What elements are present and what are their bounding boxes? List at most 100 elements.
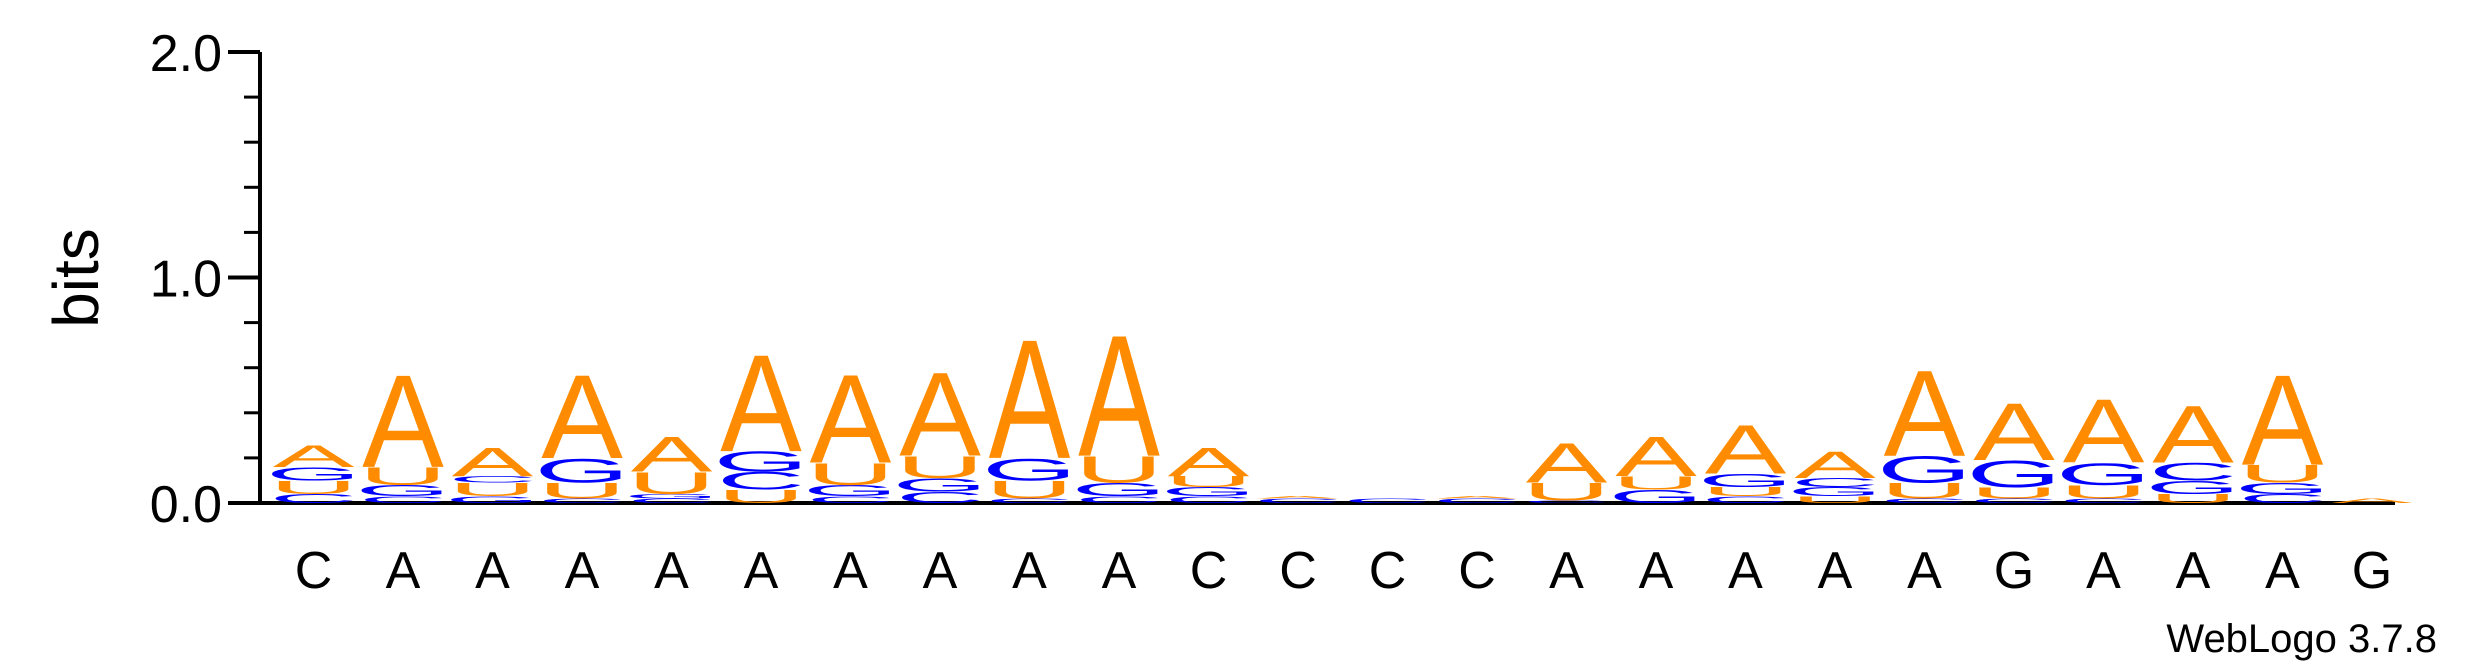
logo-letter-A: A: [1078, 299, 1160, 493]
logo-letter-G: G: [445, 495, 540, 506]
logo-letter-U: U: [2059, 481, 2147, 502]
logo-letter-C: C: [1164, 495, 1252, 506]
logo-letter-C: C: [359, 495, 447, 506]
logo-letter-C: C: [2059, 497, 2147, 504]
logo-letter-U: U: [2238, 460, 2326, 488]
logo-letter-C: C: [896, 489, 984, 507]
logo-letter-A: A: [362, 349, 444, 496]
position-label: A: [1012, 542, 1047, 600]
logo-letter-A: A: [631, 426, 713, 483]
logo-letter-G: G: [2145, 477, 2240, 498]
logo-letter-A: A: [720, 326, 802, 481]
logo-letter-C: C: [2238, 492, 2326, 506]
position-label: A: [386, 542, 421, 600]
logo-letter-G: G: [1071, 479, 1166, 500]
logo-letter-A: A: [1705, 412, 1787, 489]
logo-letter-G: G: [1877, 449, 1972, 491]
logo-letter-A: A: [1257, 496, 1339, 499]
logo-letter-C: C: [1522, 500, 1610, 503]
position-label: C: [1190, 542, 1228, 600]
logo-letter-C: C: [806, 495, 894, 506]
logo-letter-A: A: [810, 350, 892, 490]
position-label: G: [2352, 542, 2392, 600]
logo-letter-U: U: [985, 476, 1073, 504]
logo-letter-C: C: [448, 474, 536, 485]
position-label: C: [1279, 542, 1317, 600]
y-major-ticks: 0.0 1.0 2.0: [150, 25, 260, 534]
position-label: C: [295, 542, 333, 600]
logo-letter-C: C: [627, 497, 715, 504]
logo-letter-C: C: [269, 492, 357, 506]
logo-letter-G: G: [1608, 486, 1703, 507]
logo-letter-A: A: [2152, 389, 2234, 480]
logo-letter-C: C: [1343, 497, 1431, 504]
logo-letter-G: G: [982, 452, 1077, 487]
logo-letter-G: G: [355, 482, 450, 500]
y-axis-label: bits: [40, 228, 112, 328]
position-label: G: [1994, 542, 2034, 600]
position-label: A: [1639, 542, 1674, 600]
position-label: C: [1369, 542, 1407, 600]
position-label: C: [1458, 542, 1496, 600]
logo-stacks: CUGACGUAGUCACUGACGUAUCGACGUACGUACUGACGUA…: [266, 299, 2413, 508]
logo-letter-A: A: [2242, 348, 2324, 493]
logo-letter-G: G: [1698, 470, 1793, 491]
axes: 0.0 1.0 2.0 bits: [40, 25, 2395, 534]
logo-letter-U: U: [1791, 495, 1879, 506]
y-tick-label: 0.0: [150, 476, 222, 534]
logo-letter-U: U: [896, 450, 984, 485]
logo-letter-G: G: [534, 452, 629, 491]
logo-letter-U: U: [1970, 484, 2058, 502]
logo-letter-C: C: [1433, 497, 1521, 504]
logo-letter-U: U: [1612, 472, 1700, 493]
logo-letter-U: U: [1522, 478, 1610, 506]
logo-letter-A: A: [1973, 387, 2055, 478]
position-label: A: [2086, 542, 2121, 600]
logo-letter-G: G: [713, 446, 808, 478]
logo-letter-C: C: [1970, 497, 2058, 504]
position-label: A: [1818, 542, 1853, 600]
position-label: A: [2176, 542, 2211, 600]
logo-letter-A: A: [452, 439, 534, 485]
logo-letter-C: C: [1075, 495, 1163, 506]
position-label: A: [1907, 542, 1942, 600]
logo-letter-A: A: [273, 438, 355, 473]
logo-letter-A: A: [1615, 425, 1697, 488]
logo-stack: CA: [1433, 496, 1521, 505]
logo-letter-A: A: [899, 347, 981, 481]
logo-letter-G: G: [803, 482, 898, 500]
logo-letter-A: A: [2331, 497, 2413, 504]
logo-letter-C: C: [1254, 497, 1342, 504]
logo-letter-C: C: [985, 497, 1073, 504]
logo-letter-A: A: [1884, 344, 1966, 481]
weblogo-credit: WebLogo 3.7.8: [2166, 617, 2437, 661]
logo-letter-C: C: [1791, 476, 1879, 490]
logo-letter-U: U: [627, 465, 715, 500]
logo-letter-G: G: [1161, 485, 1256, 499]
position-label: A: [565, 542, 600, 600]
logo-letter-U: U: [1880, 478, 1968, 503]
logo-letter-U: U: [538, 478, 626, 503]
logo-letter-C: C: [538, 497, 626, 504]
logo-letter-U: U: [1164, 473, 1252, 491]
logo-stack: CUA: [1522, 432, 1610, 506]
y-tick-label: 2.0: [150, 25, 222, 83]
logo-stack: A: [2331, 497, 2413, 504]
position-label: A: [1102, 542, 1137, 600]
logo-letter-C: C: [1701, 495, 1789, 506]
